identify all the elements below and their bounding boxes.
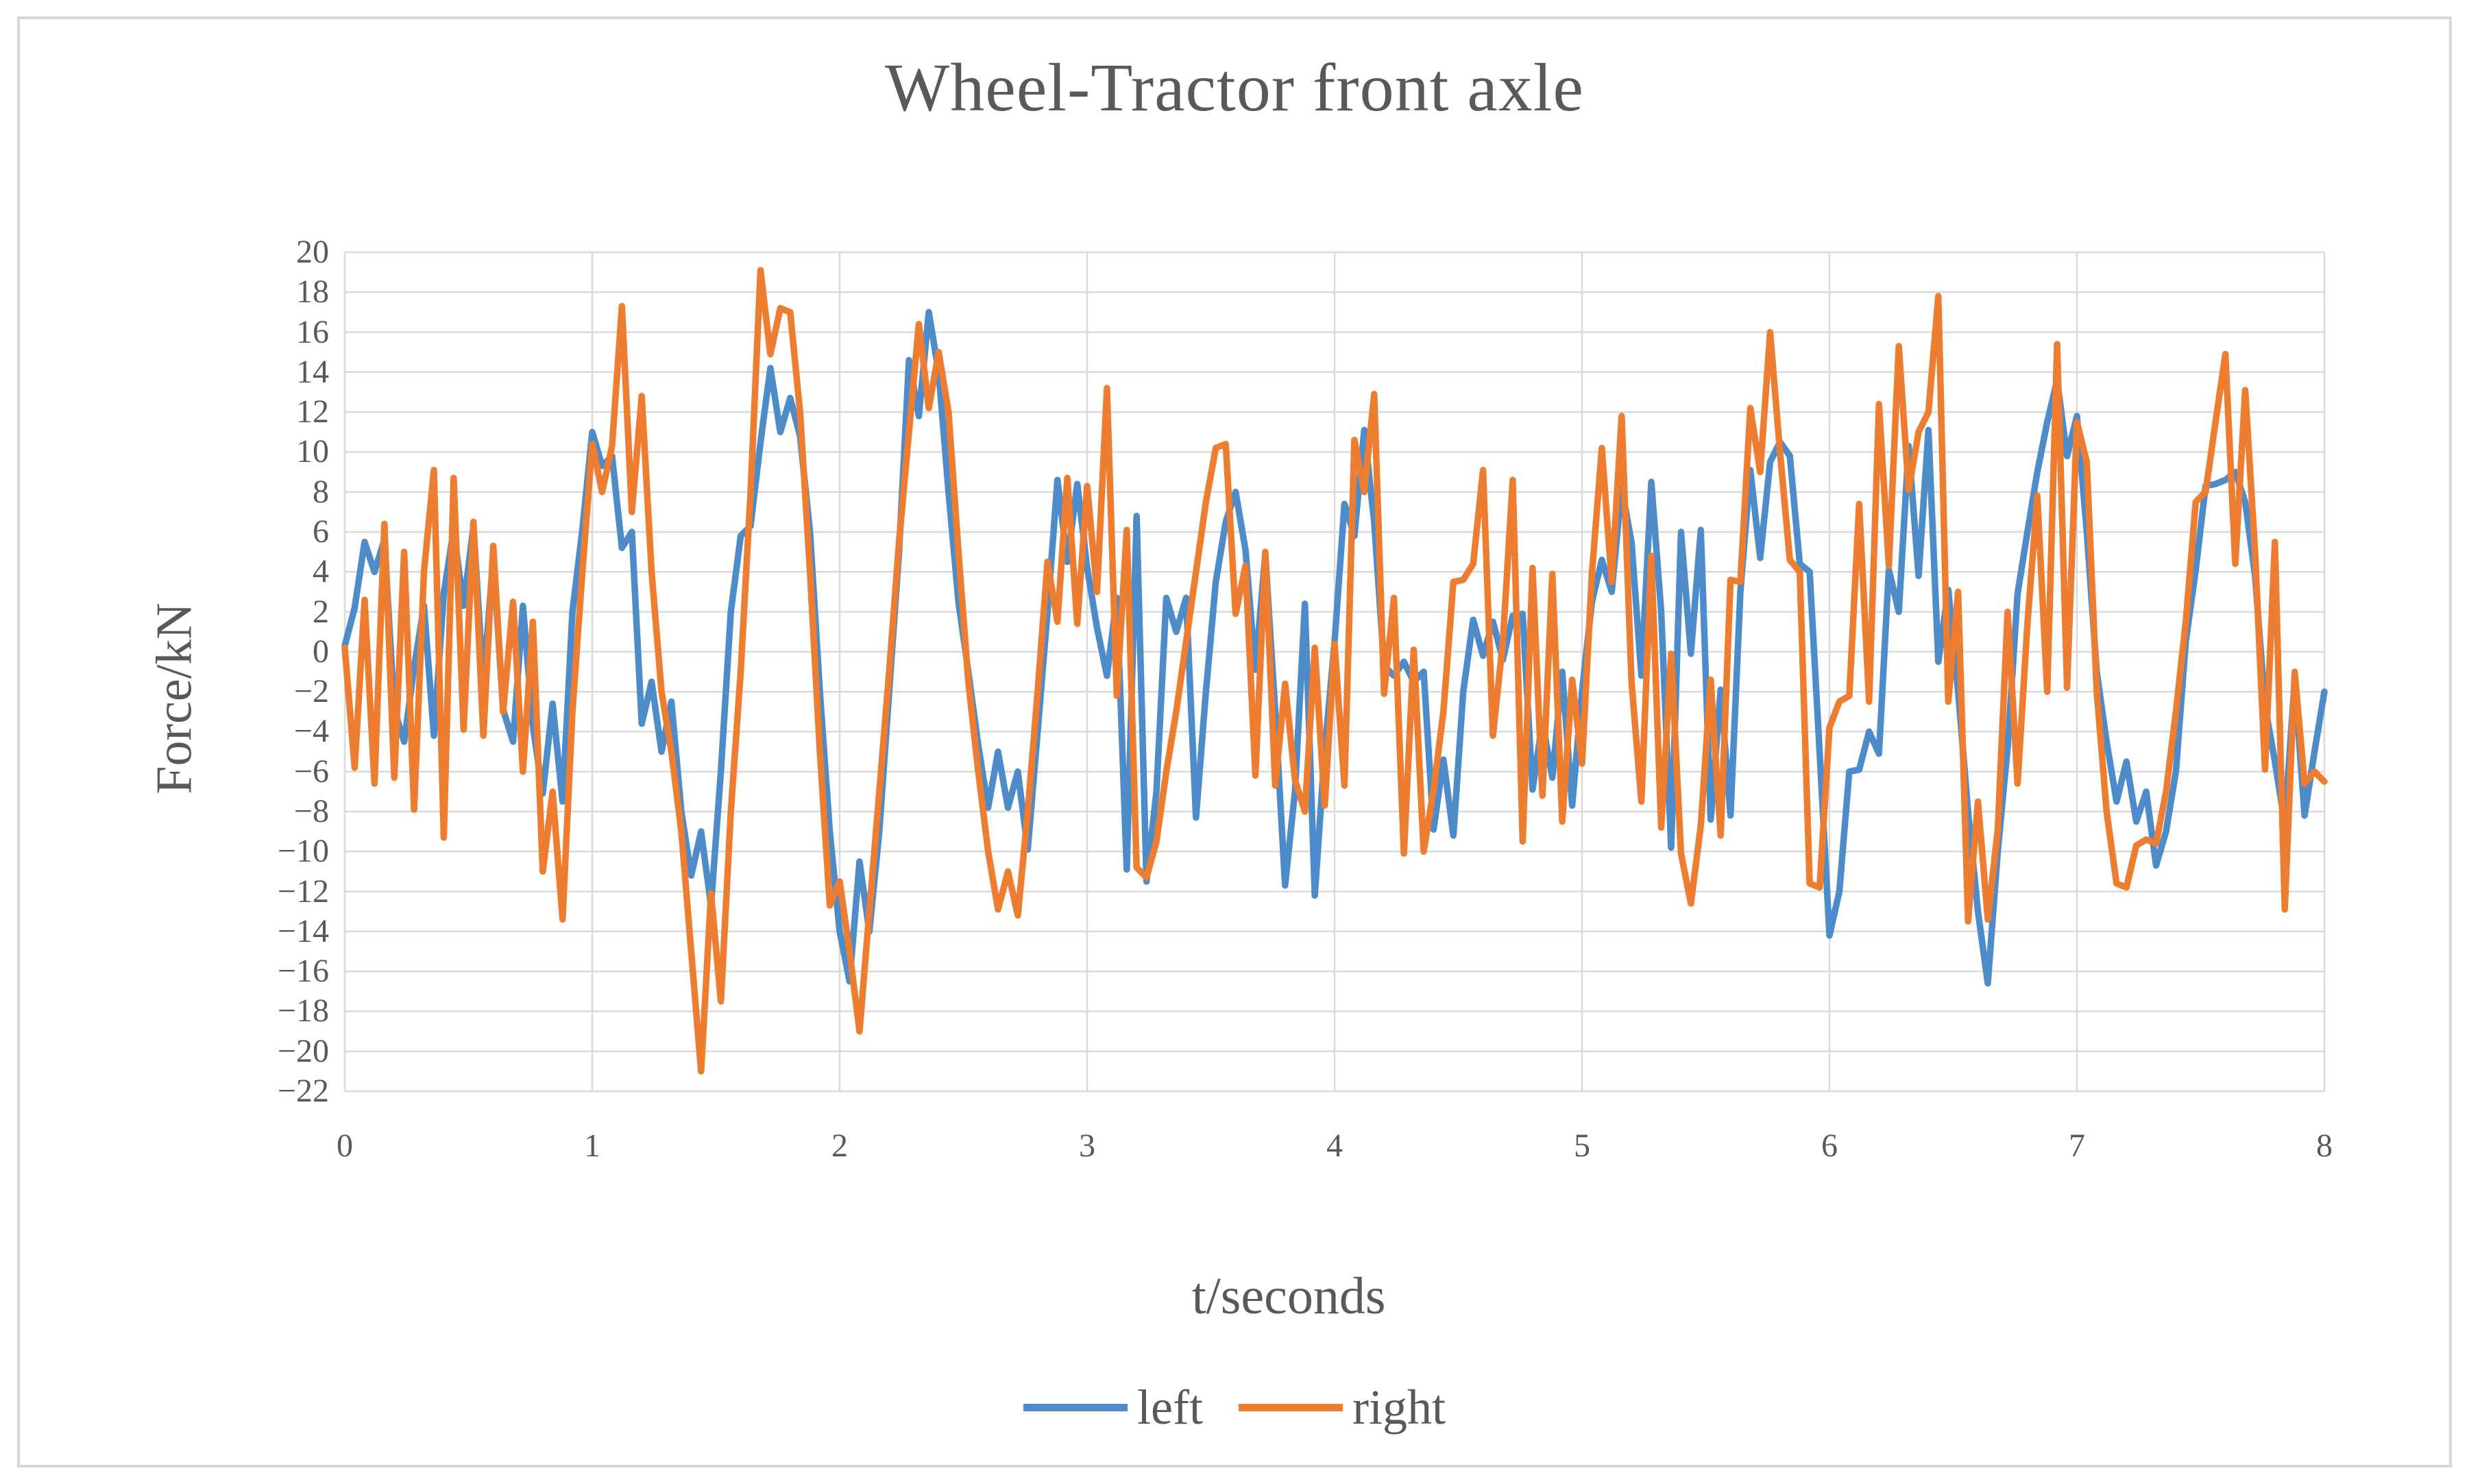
y-tick-label: −2: [293, 673, 329, 710]
y-tick-label: 2: [313, 593, 329, 630]
y-tick-label: 18: [296, 273, 329, 311]
y-tick-label: 6: [313, 513, 329, 550]
gridlines: [343, 251, 2326, 1093]
y-tick-label: 4: [313, 553, 329, 590]
legend-label-right: right: [1352, 1380, 1446, 1435]
x-tick-label: 8: [2316, 1128, 2333, 1164]
figure-border: [17, 16, 2452, 1468]
legend-label-left: left: [1137, 1380, 1203, 1435]
x-tick-label: 6: [1821, 1128, 1838, 1164]
x-tick-label: 0: [337, 1128, 353, 1164]
chart-title: Wheel-Tractor front axle: [885, 49, 1584, 125]
y-tick-label: −18: [277, 993, 329, 1030]
x-tick-label: 7: [2069, 1128, 2085, 1164]
y-tick-label: −6: [293, 753, 329, 790]
legend: left right: [1023, 1379, 1446, 1436]
legend-item-left: left: [1023, 1379, 1203, 1436]
x-tick-label: 1: [584, 1128, 600, 1164]
y-tick-label: 14: [296, 353, 329, 390]
y-tick-label: −14: [277, 912, 329, 949]
y-tick-label: −8: [293, 793, 329, 829]
x-tick-label: 2: [831, 1128, 848, 1164]
y-tick-label: −22: [277, 1073, 329, 1109]
x-tick-label: 4: [1326, 1128, 1343, 1164]
y-tick-label: 20: [296, 234, 329, 270]
x-tick-label: 3: [1079, 1128, 1095, 1164]
x-tick-label: 5: [1574, 1128, 1590, 1164]
y-tick-label: 10: [296, 433, 329, 470]
legend-swatch-left-line: [1023, 1404, 1128, 1411]
y-tick-label: 16: [296, 313, 329, 350]
x-axis-title: t/seconds: [1191, 1267, 1386, 1325]
legend-item-right: right: [1238, 1379, 1446, 1436]
y-tick-label: −16: [277, 953, 329, 990]
y-tick-label: 0: [313, 633, 329, 670]
series-line-right: [341, 267, 2328, 1075]
y-tick-label: −12: [277, 873, 329, 910]
y-tick-label: −10: [277, 833, 329, 870]
y-tick-label: 12: [296, 393, 329, 430]
y-tick-label: 8: [313, 473, 329, 510]
y-tick-label: −4: [293, 713, 329, 750]
y-tick-label: −20: [277, 1032, 329, 1069]
legend-swatch-right-line: [1238, 1404, 1343, 1411]
